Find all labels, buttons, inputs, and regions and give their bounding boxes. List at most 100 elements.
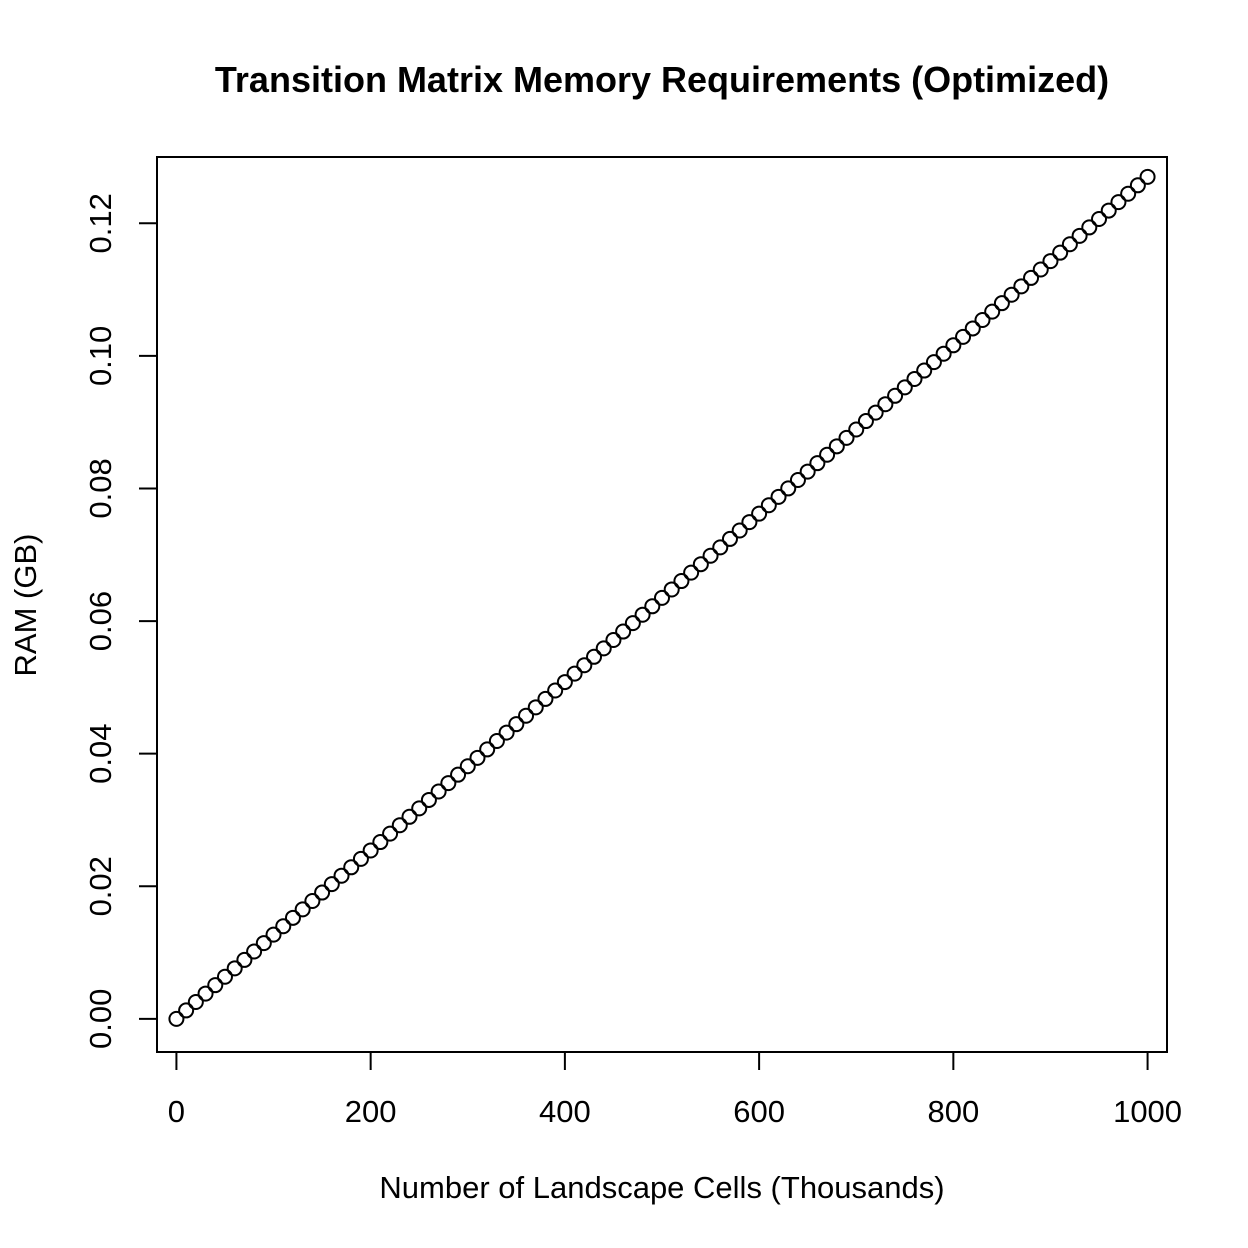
- data-point: [178, 1002, 195, 1019]
- y-tick-label: 0.04: [83, 723, 118, 783]
- data-point: [644, 598, 661, 615]
- y-axis-label: RAM (GB): [8, 534, 43, 677]
- data-point: [187, 994, 204, 1011]
- x-axis: 0 200 400 600 800 1000: [168, 1051, 1182, 1129]
- y-tick-label: 0.06: [83, 591, 118, 651]
- data-point: [857, 413, 874, 430]
- data-point: [848, 421, 865, 438]
- data-point: [741, 514, 758, 531]
- x-tick-label: 0: [168, 1094, 185, 1129]
- data-point: [828, 438, 845, 455]
- data-point: [1139, 168, 1156, 185]
- data-point: [275, 918, 292, 935]
- data-point: [663, 581, 680, 598]
- data-point: [469, 749, 486, 766]
- data-point: [1129, 177, 1146, 194]
- data-point: [877, 396, 894, 413]
- data-point: [488, 733, 505, 750]
- y-tick-label: 0.02: [83, 856, 118, 916]
- data-point: [1071, 227, 1088, 244]
- data-point: [1023, 269, 1040, 286]
- data-point: [450, 766, 467, 783]
- data-point: [683, 564, 700, 581]
- data-point: [906, 370, 923, 387]
- data-point: [974, 312, 991, 329]
- data-point: [314, 884, 331, 901]
- data-point: [391, 817, 408, 834]
- data-point: [945, 337, 962, 354]
- data-point: [702, 547, 719, 564]
- data-point: [993, 295, 1010, 312]
- x-tick-label: 200: [345, 1094, 397, 1129]
- data-point: [984, 303, 1001, 320]
- data-point: [284, 909, 301, 926]
- data-point: [168, 1010, 185, 1027]
- data-point: [624, 615, 641, 632]
- data-point: [556, 674, 573, 691]
- data-point: [721, 530, 738, 547]
- data-point: [1081, 219, 1098, 236]
- data-point: [751, 505, 768, 522]
- data-point: [955, 328, 972, 345]
- y-tick-label: 0.12: [83, 193, 118, 253]
- data-point: [459, 758, 476, 775]
- data-point: [867, 404, 884, 421]
- data-point: [323, 876, 340, 893]
- x-tick-label: 600: [733, 1094, 785, 1129]
- data-point: [547, 682, 564, 699]
- data-point: [692, 556, 709, 573]
- data-point: [916, 362, 933, 379]
- data-point: [265, 926, 282, 943]
- data-point: [799, 463, 816, 480]
- y-axis: 0.00 0.02 0.04 0.06 0.08 0.10 0.12: [83, 193, 158, 1049]
- data-point: [430, 783, 447, 800]
- data-point: [518, 707, 535, 724]
- data-point: [760, 497, 777, 514]
- data-point: [615, 623, 632, 640]
- data-point: [479, 741, 496, 758]
- data-point: [566, 665, 583, 682]
- data-point: [654, 589, 670, 606]
- data-point: [887, 387, 904, 404]
- data-point: [304, 892, 321, 909]
- data-point: [197, 985, 214, 1002]
- chart-title: Transition Matrix Memory Requirements (O…: [215, 59, 1109, 100]
- data-point: [372, 834, 389, 851]
- data-point: [527, 699, 544, 716]
- data-point: [770, 488, 787, 505]
- data-point: [964, 320, 981, 337]
- x-tick-label: 400: [539, 1094, 591, 1129]
- y-tick-label: 0.00: [83, 989, 118, 1049]
- data-point: [216, 968, 233, 985]
- data-point: [789, 471, 806, 488]
- data-point: [343, 859, 360, 876]
- data-point: [925, 354, 942, 371]
- data-point: [255, 935, 272, 952]
- data-point: [595, 640, 612, 657]
- data-point: [207, 977, 224, 994]
- data-point: [498, 724, 515, 741]
- data-point: [605, 631, 622, 648]
- x-axis-label: Number of Landscape Cells (Thousands): [379, 1170, 944, 1205]
- data-point: [352, 850, 369, 867]
- y-tick-label: 0.08: [83, 458, 118, 518]
- data-point: [420, 791, 437, 808]
- data-point: [1042, 253, 1059, 270]
- data-point: [896, 379, 913, 396]
- data-point: [780, 480, 797, 497]
- data-point: [382, 825, 399, 842]
- data-point: [838, 429, 855, 446]
- data-point: [1120, 185, 1137, 202]
- x-tick-label: 1000: [1113, 1094, 1182, 1129]
- data-point: [586, 648, 603, 665]
- data-point: [1013, 278, 1030, 295]
- data-point: [673, 573, 690, 590]
- data-point: [576, 657, 593, 674]
- data-point: [1100, 202, 1117, 219]
- x-tick-label: 800: [927, 1094, 979, 1129]
- data-point: [935, 345, 952, 362]
- data-point: [819, 446, 836, 463]
- data-point: [1003, 286, 1020, 303]
- data-point: [1061, 236, 1078, 253]
